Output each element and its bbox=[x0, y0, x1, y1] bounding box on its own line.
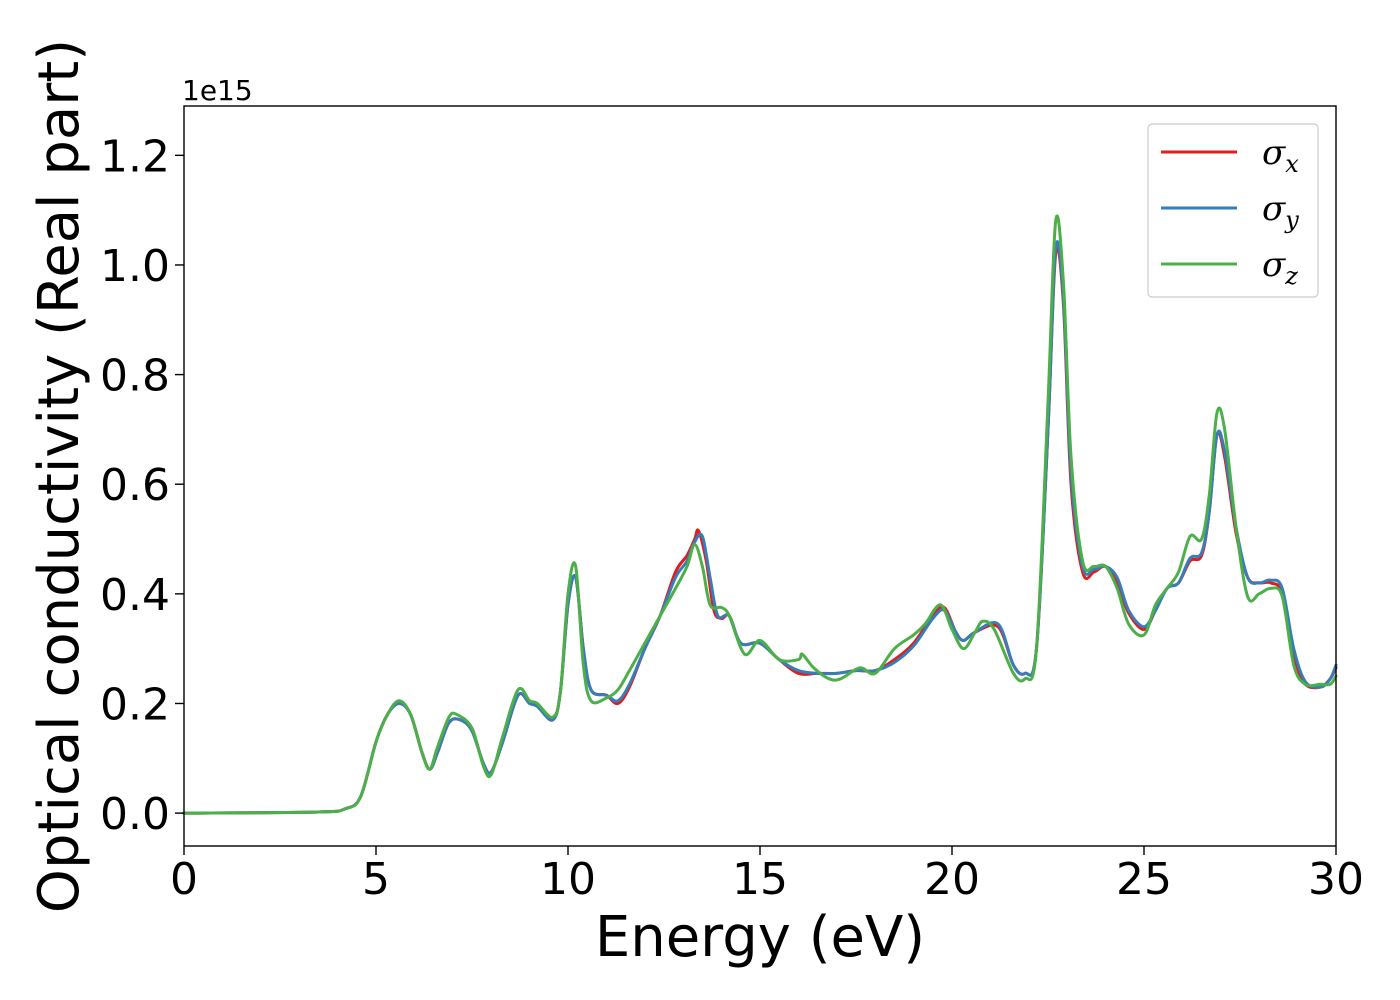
series-line-z bbox=[182, 214, 1338, 815]
y-axis-offset-label: 1e15 bbox=[182, 74, 253, 107]
x-axis-ticks: 0 5 10 15 20 25 30 bbox=[170, 846, 1364, 905]
y-tick-label: 0.2 bbox=[100, 679, 170, 730]
legend-label-y: σy bbox=[1262, 189, 1299, 234]
legend-box bbox=[1147, 123, 1319, 298]
legend-label-x: σx bbox=[1262, 133, 1299, 178]
series-line-x bbox=[182, 245, 1338, 815]
x-tick-label: 30 bbox=[1308, 854, 1364, 905]
legend: σx σy σz bbox=[1147, 123, 1319, 298]
x-tick-label: 0 bbox=[170, 854, 198, 905]
y-tick-label: 0.6 bbox=[100, 460, 170, 511]
y-tick-label: 1.0 bbox=[100, 241, 170, 292]
x-tick-label: 25 bbox=[1116, 854, 1172, 905]
y-tick-label: 0.4 bbox=[100, 570, 170, 621]
y-axis-label: Optical conductivity (Real part) bbox=[27, 39, 92, 913]
series-line-y bbox=[182, 240, 1338, 815]
y-tick-label: 0.8 bbox=[100, 351, 170, 402]
series-layer bbox=[182, 214, 1338, 815]
y-tick-label: 1.2 bbox=[100, 131, 170, 182]
x-tick-label: 15 bbox=[732, 854, 788, 905]
x-tick-label: 5 bbox=[362, 854, 390, 905]
x-tick-label: 20 bbox=[924, 854, 980, 905]
y-axis-ticks: 0.0 0.2 0.4 0.6 0.8 1.0 1.2 bbox=[100, 131, 184, 840]
legend-label-z: σz bbox=[1262, 245, 1298, 290]
x-axis-label: Energy (eV) bbox=[595, 905, 925, 970]
x-tick-label: 10 bbox=[540, 854, 596, 905]
y-tick-label: 0.0 bbox=[100, 789, 170, 840]
